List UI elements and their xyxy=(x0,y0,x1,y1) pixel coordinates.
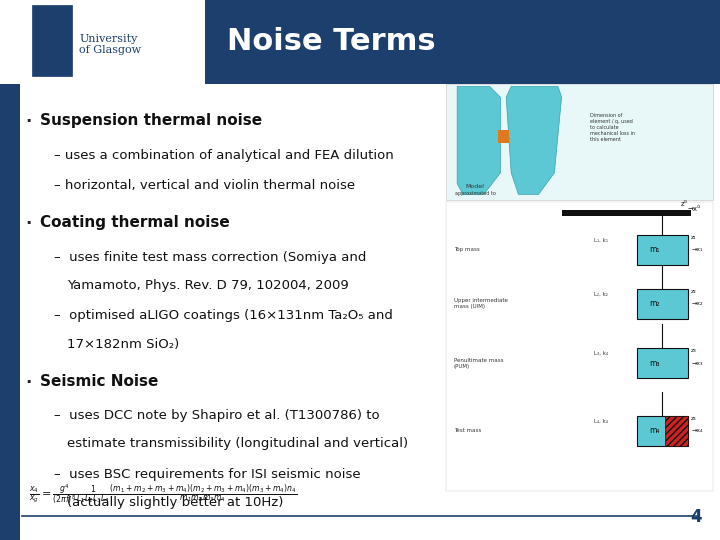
Polygon shape xyxy=(457,86,500,194)
Text: Dimension of
element / q, used
to calculate
mechanical loss in
this element: Dimension of element / q, used to calcul… xyxy=(590,113,635,141)
Bar xyxy=(637,348,688,378)
Text: L₄, k₄: L₄, k₄ xyxy=(595,418,608,423)
Text: – horizontal, vertical and violin thermal noise: – horizontal, vertical and violin therma… xyxy=(54,179,355,192)
Polygon shape xyxy=(506,86,562,194)
Text: z₁: z₁ xyxy=(691,235,697,240)
Text: →xᴳ: →xᴳ xyxy=(688,206,701,212)
Text: –  uses BSC requirements for ISI seismic noise: – uses BSC requirements for ISI seismic … xyxy=(54,468,361,481)
Text: →x₃: →x₃ xyxy=(691,361,703,366)
Text: ·: · xyxy=(25,113,32,131)
Text: Suspension thermal noise: Suspension thermal noise xyxy=(40,113,262,129)
Text: 4: 4 xyxy=(690,509,702,526)
Text: Upper intermediate
mass (UIM): Upper intermediate mass (UIM) xyxy=(454,298,508,309)
Bar xyxy=(32,5,72,76)
Text: Test mass: Test mass xyxy=(454,428,481,433)
Text: Yamamoto, Phys. Rev. D 79, 102004, 2009: Yamamoto, Phys. Rev. D 79, 102004, 2009 xyxy=(67,279,348,292)
Text: Noise Terms: Noise Terms xyxy=(227,28,436,56)
Bar xyxy=(446,202,713,491)
Text: m₂: m₂ xyxy=(649,299,660,308)
Bar xyxy=(665,416,688,446)
Text: z₄: z₄ xyxy=(691,416,697,421)
Text: $\frac{x_4}{x_g} = \frac{g^4}{(2\pi f)^8} \frac{1}{L_1 L_2 L_3 L_4} \frac{(m_1+m: $\frac{x_4}{x_g} = \frac{g^4}{(2\pi f)^8… xyxy=(29,482,297,506)
Text: →x₁: →x₁ xyxy=(691,247,703,252)
Bar xyxy=(637,416,688,446)
Text: ·: · xyxy=(25,215,32,233)
Text: estimate transmissibility (longitudinal and vertical): estimate transmissibility (longitudinal … xyxy=(67,437,408,450)
Text: Top mass: Top mass xyxy=(454,247,480,252)
Text: Coating thermal noise: Coating thermal noise xyxy=(40,215,230,231)
Bar xyxy=(637,289,688,319)
Text: z₂: z₂ xyxy=(691,289,697,294)
Text: (actually slightly better at 10Hz): (actually slightly better at 10Hz) xyxy=(67,496,284,509)
Text: L₃, k₄: L₃, k₄ xyxy=(594,351,608,356)
Text: Penultimate mass
(PUM): Penultimate mass (PUM) xyxy=(454,357,503,368)
Bar xyxy=(498,130,509,143)
Text: University
of Glasgow: University of Glasgow xyxy=(79,33,141,56)
Bar xyxy=(0,0,205,84)
Text: – uses a combination of analytical and FEA dilution: – uses a combination of analytical and F… xyxy=(54,148,394,161)
Text: →x₄: →x₄ xyxy=(691,428,703,433)
Text: L₂, k₂: L₂, k₂ xyxy=(595,292,608,296)
Text: m₁: m₁ xyxy=(649,245,660,254)
Text: Model: Model xyxy=(466,184,485,189)
Text: Seismic Noise: Seismic Noise xyxy=(40,374,158,389)
Bar xyxy=(0,84,20,540)
Text: 17×182nm SiO₂): 17×182nm SiO₂) xyxy=(67,338,179,350)
Text: –  uses finite test mass correction (Somiya and: – uses finite test mass correction (Somi… xyxy=(54,251,366,264)
Text: →x₂: →x₂ xyxy=(691,301,703,306)
Bar xyxy=(446,84,713,200)
Text: ·: · xyxy=(25,374,32,391)
Text: L₁, k₁: L₁, k₁ xyxy=(595,238,608,242)
Text: m₄: m₄ xyxy=(649,426,660,435)
Text: m₃: m₃ xyxy=(649,359,660,368)
Bar xyxy=(637,235,688,265)
Bar xyxy=(205,0,720,84)
Bar xyxy=(562,210,691,216)
Text: approximated to: approximated to xyxy=(455,191,495,196)
Text: z₃: z₃ xyxy=(691,348,697,353)
Text: zᴳ: zᴳ xyxy=(680,201,688,207)
Text: –  optimised aLIGO coatings (16×131nm Ta₂O₅ and: – optimised aLIGO coatings (16×131nm Ta₂… xyxy=(54,309,393,322)
Text: –  uses DCC note by Shapiro et al. (T1300786) to: – uses DCC note by Shapiro et al. (T1300… xyxy=(54,409,379,422)
